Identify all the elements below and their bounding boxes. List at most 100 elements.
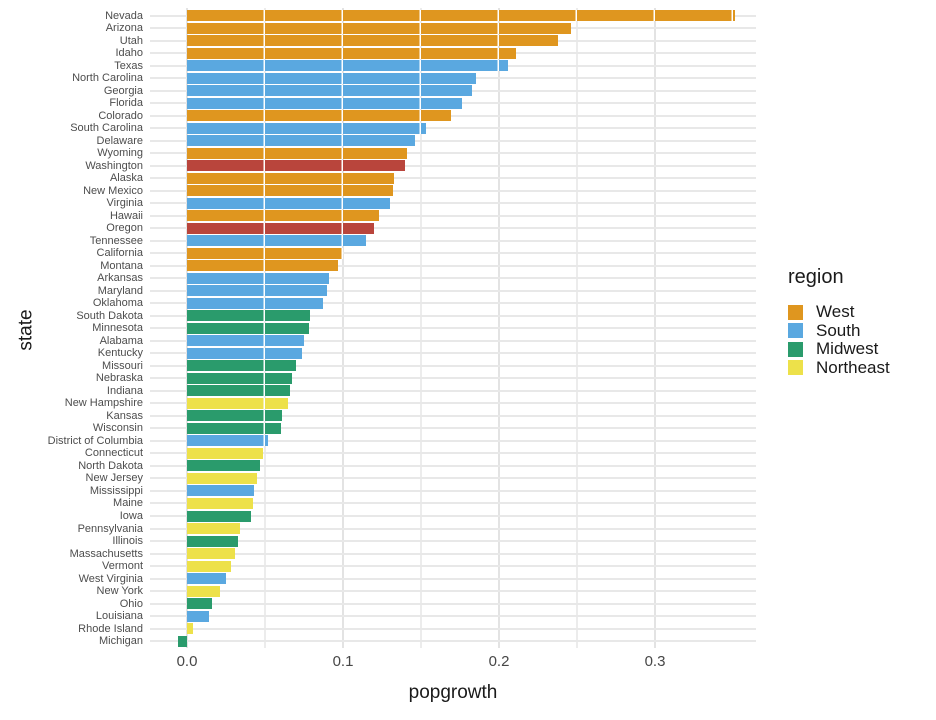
y-tick-label: New York	[96, 585, 143, 598]
bar-virginia	[187, 197, 390, 209]
y-tick-label: Wisconsin	[92, 422, 143, 435]
bar-district-of-columbia	[187, 435, 269, 447]
y-tick-label: Iowa	[119, 510, 143, 522]
legend-title: region	[788, 266, 844, 288]
y-tick-label: Kentucky	[97, 347, 143, 360]
horizontal-gridline	[150, 327, 756, 330]
bar-illinois	[187, 535, 239, 547]
legend-label-midwest: Midwest	[816, 339, 879, 359]
bar-california	[187, 247, 343, 259]
y-tick-label: New Mexico	[83, 184, 143, 197]
legend-label-south: South	[816, 320, 861, 340]
horizontal-gridline	[150, 289, 756, 292]
y-tick-label: Kansas	[106, 409, 143, 422]
bar-alabama	[187, 335, 304, 347]
bar-maine	[187, 497, 253, 509]
horizontal-gridline	[150, 452, 756, 455]
bar-maryland	[187, 285, 328, 297]
bar-idaho	[187, 47, 517, 59]
bar-iowa	[187, 510, 251, 522]
bar-arkansas	[187, 272, 329, 284]
x-axis-title: popgrowth	[408, 682, 498, 703]
bar-texas	[187, 60, 509, 72]
y-tick-label: Maryland	[97, 284, 143, 297]
bar-arizona	[187, 22, 571, 34]
y-tick-label: Oklahoma	[92, 297, 143, 310]
y-tick-label: Maine	[113, 497, 143, 510]
bar-west-virginia	[187, 573, 226, 585]
bar-new-mexico	[187, 185, 393, 197]
bar-wyoming	[187, 147, 407, 159]
plot-panel	[150, 8, 756, 648]
legend-swatch-midwest	[788, 341, 803, 357]
bar-new-hampshire	[187, 397, 289, 409]
legend-item-south: South	[788, 320, 890, 341]
horizontal-gridline	[150, 427, 756, 430]
horizontal-gridline	[150, 352, 756, 355]
bar-massachusetts	[187, 548, 236, 560]
bar-tennessee	[187, 235, 367, 247]
y-tick-label: Florida	[109, 97, 143, 110]
y-tick-label: Massachusetts	[69, 547, 143, 560]
horizontal-gridline	[150, 302, 756, 305]
y-tick-label: Nebraska	[95, 372, 143, 385]
y-tick-label: Montana	[100, 259, 143, 272]
bar-louisiana	[187, 610, 209, 622]
horizontal-gridline	[150, 202, 756, 205]
horizontal-gridline	[150, 640, 756, 643]
bar-kentucky	[187, 347, 303, 359]
y-tick-label: Hawaii	[109, 209, 143, 222]
y-tick-label: South Dakota	[76, 309, 143, 322]
y-tick-label: Vermont	[102, 560, 143, 573]
y-tick-label: West Virginia	[78, 572, 143, 585]
bar-nebraska	[187, 372, 292, 384]
bar-colorado	[187, 110, 451, 122]
y-tick-label: Pennsylvania	[77, 522, 143, 535]
horizontal-gridline	[150, 177, 756, 180]
y-tick-label: Alabama	[99, 334, 143, 347]
bar-michigan	[177, 635, 187, 647]
horizontal-gridline	[150, 377, 756, 380]
y-tick-label: Wyoming	[97, 147, 143, 160]
horizontal-gridline	[150, 627, 756, 630]
bar-oregon	[187, 222, 375, 234]
bar-rhode-island	[187, 623, 194, 635]
bar-georgia	[187, 85, 473, 97]
y-tick-label: New Jersey	[85, 472, 143, 485]
x-tick-label: 0.3	[644, 653, 666, 670]
bar-minnesota	[187, 322, 309, 334]
horizontal-gridline	[150, 139, 756, 142]
y-tick-label: Washington	[85, 159, 143, 172]
y-tick-label: Minnesota	[92, 322, 143, 335]
horizontal-gridline	[150, 464, 756, 467]
horizontal-gridline	[150, 602, 756, 605]
horizontal-gridline	[150, 314, 756, 317]
bar-south-carolina	[187, 122, 426, 134]
bar-washington	[187, 160, 406, 172]
horizontal-gridline	[150, 527, 756, 530]
legend-label-west: West	[816, 302, 855, 322]
bar-oklahoma	[187, 297, 323, 309]
y-tick-label: South Carolina	[70, 122, 143, 135]
y-tick-label: Missouri	[102, 359, 143, 372]
legend: region West South Midwest Northeast	[788, 266, 890, 377]
y-tick-label: North Carolina	[72, 72, 143, 85]
horizontal-gridline	[150, 127, 756, 130]
horizontal-gridline	[150, 402, 756, 405]
y-tick-label: District of Columbia	[47, 434, 143, 447]
legend-swatch-south	[788, 323, 803, 339]
y-tick-label: Louisiana	[95, 610, 143, 623]
y-tick-label: Colorado	[98, 109, 143, 122]
horizontal-gridline	[150, 439, 756, 442]
bar-delaware	[187, 135, 415, 147]
y-tick-label: Tennessee	[89, 234, 143, 247]
horizontal-gridline	[150, 339, 756, 342]
horizontal-gridline	[150, 414, 756, 417]
bar-indiana	[187, 385, 290, 397]
horizontal-gridline	[150, 590, 756, 593]
horizontal-gridline	[150, 565, 756, 568]
bar-pennsylvania	[187, 523, 241, 534]
bar-alaska	[187, 172, 395, 184]
horizontal-gridline	[150, 577, 756, 580]
x-tick-label: 0.2	[488, 653, 510, 670]
